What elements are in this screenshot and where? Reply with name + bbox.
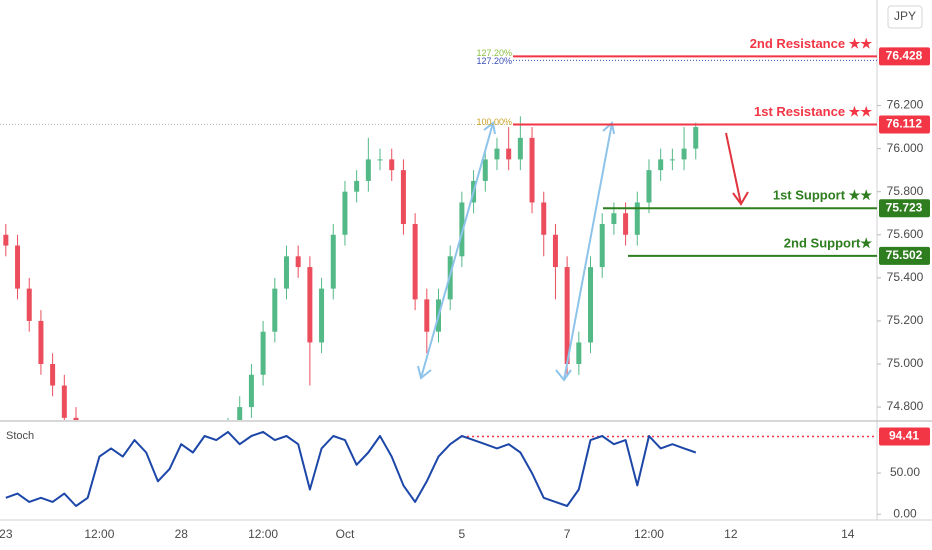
y-tick-label: 76.000 (887, 141, 924, 155)
indicator-name: Stoch (6, 430, 34, 442)
candle-body (400, 170, 406, 224)
x-tick-label: 12:00 (634, 527, 664, 541)
price-badge (879, 115, 930, 134)
candle-body (693, 127, 699, 149)
x-tick-label: 23 (0, 527, 13, 541)
candle-body (73, 417, 79, 420)
y-tick-label: 75.400 (887, 270, 924, 284)
candle-body (377, 159, 383, 161)
x-tick-label: 5 (459, 527, 466, 541)
y-tick-label: 50.00 (890, 465, 920, 479)
x-tick-label: 14 (841, 527, 855, 541)
candle-body (342, 191, 348, 235)
candle-body (272, 288, 278, 332)
candle-body (623, 213, 629, 235)
candle-body (482, 159, 488, 181)
candle-body (330, 234, 336, 289)
arrow-head (732, 191, 749, 206)
x-tick-label: Oct (336, 527, 355, 541)
candle-body (260, 331, 266, 375)
candle-body (541, 202, 547, 235)
candle-body (646, 170, 652, 203)
candle-body (3, 234, 9, 246)
fib-label: 127.20% (476, 48, 512, 58)
candle-body (424, 299, 430, 332)
price-badge-label: 76.428 (886, 49, 923, 63)
currency-badge (887, 5, 923, 29)
arrow-head (602, 121, 615, 135)
level-label: 2nd Resistance ★★ (750, 36, 873, 51)
forecast-arrow (725, 132, 749, 206)
price-badge (879, 246, 930, 265)
candle-body (61, 385, 67, 418)
candle-body (506, 148, 512, 160)
candle-body (15, 245, 21, 289)
candle-body (389, 159, 395, 171)
indicator-line (5, 430, 697, 507)
y-tick-label: 75.000 (887, 356, 924, 370)
level-label: 1st Support ★★ (773, 188, 872, 203)
candle-body (237, 407, 243, 420)
y-tick-label: 74.800 (887, 399, 924, 413)
candle-body (658, 159, 664, 171)
candle-body (307, 267, 313, 343)
candle-body (319, 288, 325, 343)
price-badge-label: 75.502 (886, 248, 923, 262)
x-tick-label: 12:00 (84, 527, 114, 541)
candles (3, 116, 699, 420)
arrow (420, 122, 494, 379)
y-tick-label: 75.200 (887, 313, 924, 327)
candle-body (681, 148, 687, 160)
candle-body (634, 202, 640, 235)
fib-label: 127.20% (476, 56, 512, 66)
y-tick-label: 75.800 (887, 184, 924, 198)
candle-body (26, 288, 32, 321)
candle-body (295, 256, 301, 268)
level-label: 2nd Support★ (784, 235, 873, 250)
candle-body (669, 159, 675, 161)
candle-body (248, 374, 254, 408)
price-badge (879, 47, 930, 66)
candle-body (588, 267, 594, 343)
candle-body (576, 342, 582, 364)
x-tick-label: 12 (724, 527, 738, 541)
price-badge-label: 75.723 (886, 200, 923, 214)
x-tick-label: 12:00 (248, 527, 278, 541)
level-label: 1st Resistance ★★ (754, 104, 872, 119)
price-badge-label: 76.112 (886, 117, 922, 131)
candle-body (517, 137, 523, 160)
x-tick-label: 7 (564, 527, 571, 541)
currency-label: JPY (894, 9, 916, 23)
arrow-head (483, 121, 496, 135)
arrow-head (555, 369, 572, 382)
x-tick-label: 28 (175, 527, 189, 541)
candle-body (38, 320, 44, 364)
candle-body (529, 137, 535, 203)
y-tick-label: 75.600 (887, 227, 924, 241)
wave-arrows (417, 121, 615, 382)
arrow (725, 132, 742, 205)
candle-body (494, 148, 500, 160)
candle-body (50, 364, 56, 386)
y-tick-label: 76.200 (887, 98, 924, 112)
arrow (563, 122, 613, 381)
candle-body (459, 202, 465, 257)
price-badge-label: 94.41 (889, 429, 919, 443)
candle-body (599, 224, 605, 268)
y-tick-label: 0.00 (893, 506, 917, 520)
arrow-head (417, 365, 432, 380)
price-badge (879, 427, 930, 446)
candle-body (283, 256, 289, 289)
price-badge (879, 199, 930, 218)
fib-label: 100.00% (476, 117, 512, 127)
candle-body (611, 213, 617, 224)
candle-body (354, 180, 360, 192)
candle-body (552, 234, 558, 268)
candle-body (564, 267, 570, 364)
candle-body (365, 159, 371, 181)
candle-body (412, 224, 418, 300)
